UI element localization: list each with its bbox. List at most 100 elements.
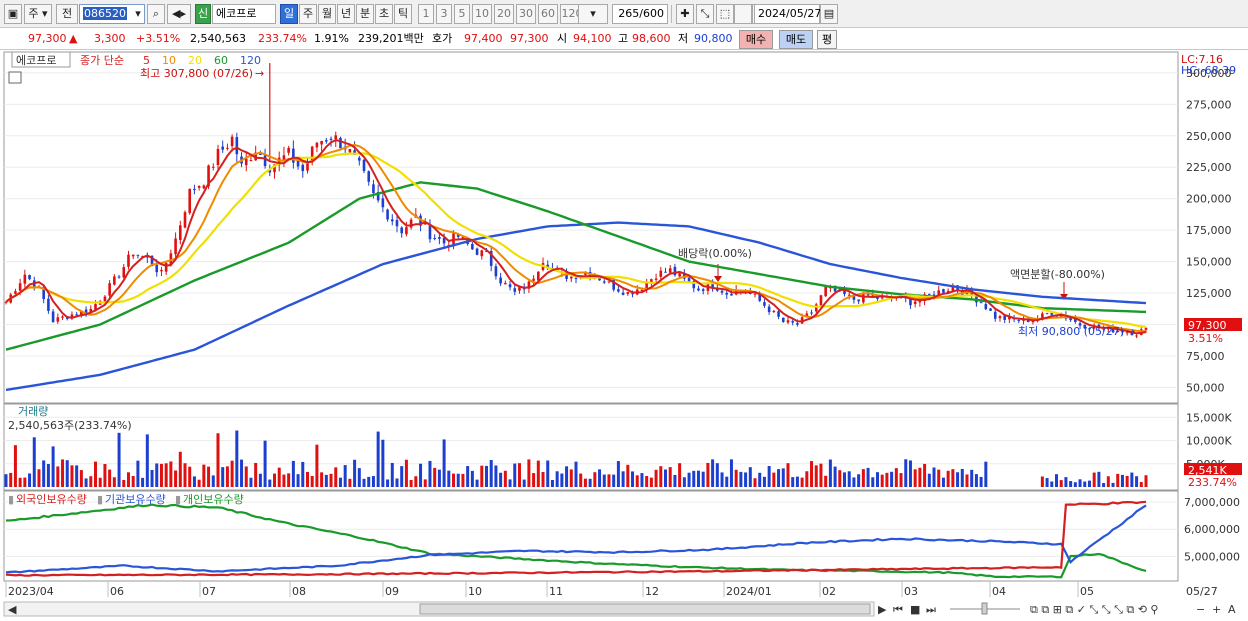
interval-button[interactable]: 10 — [472, 4, 492, 24]
candle-body — [489, 251, 493, 266]
volume-bar — [753, 478, 757, 487]
quote-bar: 97,300 ▲ 3,300 +3.51% 2,540,563 233.74% … — [0, 28, 1248, 50]
volume-last-badge — [1184, 463, 1242, 475]
candle-body — [178, 225, 182, 240]
candle-body — [89, 308, 93, 314]
candle-body — [202, 185, 206, 189]
crosshair-icon[interactable]: ✚ — [676, 4, 694, 24]
buy-button[interactable]: 매수 — [739, 30, 773, 49]
scrollbar-thumb[interactable] — [419, 603, 871, 615]
prev-button[interactable]: 전 — [56, 4, 78, 24]
candle-body — [244, 158, 248, 166]
interval-button[interactable]: 20 — [494, 4, 514, 24]
period-button[interactable]: 년 — [337, 4, 355, 24]
scroll-right-icon[interactable]: ▶ — [878, 603, 887, 616]
volume-bar — [965, 474, 969, 487]
volume-bar — [353, 459, 357, 487]
candle-body — [362, 159, 366, 172]
window-icon[interactable]: ▣ — [4, 4, 22, 24]
calendar-icon[interactable]: ▤ — [820, 4, 838, 24]
interval-button[interactable]: 5 — [454, 4, 470, 24]
volume-bar — [61, 459, 65, 487]
volume-bar — [282, 474, 286, 487]
period-button[interactable]: 틱 — [394, 4, 412, 24]
market-select[interactable]: 주 ▾ — [24, 4, 52, 24]
zoom-handle[interactable] — [981, 602, 988, 615]
volume-ratio: 233.74% — [258, 32, 307, 45]
stock-name-field[interactable]: 에코프로 — [212, 4, 276, 24]
period-button[interactable]: 주 — [299, 4, 317, 24]
volume-bar — [918, 467, 922, 487]
auto-scale-icon[interactable]: A — [1228, 603, 1236, 616]
candle-body — [287, 147, 290, 153]
candle-body — [1017, 319, 1021, 321]
count-field[interactable]: 265/600 — [612, 4, 668, 24]
holding-legend-marker: ▮ — [175, 493, 181, 506]
stock-chart[interactable]: 300,000 275,000 250,000 225,000 200,000 175,0… — [0, 50, 1248, 621]
zoom-in-icon[interactable]: + — [1212, 603, 1221, 616]
candle-body — [975, 294, 978, 303]
candle-body — [127, 254, 130, 267]
volume-bar — [739, 471, 743, 487]
period-button[interactable]: 일 — [280, 4, 298, 24]
search-icon[interactable]: ⌕ — [147, 4, 165, 24]
chart-type-icon[interactable]: ⬚ — [716, 4, 734, 24]
candle-body — [348, 149, 352, 153]
volume-bar — [960, 468, 964, 487]
volume-bar — [1050, 481, 1054, 487]
table-icon[interactable] — [8, 71, 22, 84]
period-button[interactable]: 분 — [356, 4, 374, 24]
date-field[interactable]: 2024/05/27 — [754, 4, 821, 24]
toolset-icons[interactable]: ⧉ ⧉ ⊞ ⧉ ✓ ⤡ ⤡ ⤡ ⧉ ⟲ ⚲ — [1030, 603, 1159, 616]
speaker-icon[interactable]: ◀▸ — [167, 4, 191, 24]
volume-bar — [517, 463, 521, 487]
volume-bar — [777, 469, 781, 487]
stop-icon[interactable]: ■ — [910, 603, 920, 616]
interval-dropdown[interactable]: ▾ — [578, 4, 608, 24]
volume-bar — [1120, 474, 1124, 487]
volume-bar — [221, 467, 225, 487]
volume-bar — [791, 477, 795, 487]
volume-bar — [164, 463, 168, 487]
candle-body — [725, 292, 729, 295]
volume-bar — [612, 474, 616, 487]
candle-body — [438, 237, 441, 239]
interval-button[interactable]: 30 — [516, 4, 536, 24]
rewind-icon[interactable]: ⏮ — [893, 603, 903, 616]
volume-bar — [357, 468, 361, 487]
volume-bar — [263, 440, 267, 487]
code-input[interactable]: 086520 — [79, 4, 145, 24]
volume-bar — [725, 476, 729, 487]
volume-bar — [461, 473, 465, 487]
forward-icon[interactable]: ⏭ — [926, 603, 936, 616]
volume-bar — [145, 434, 149, 487]
volume-bar — [1073, 482, 1077, 487]
interval-button[interactable]: 1 — [418, 4, 434, 24]
y-tick-label: 150,000 — [1186, 256, 1232, 269]
period-button[interactable]: 초 — [375, 4, 393, 24]
volume-bar — [42, 460, 46, 487]
volume-bar — [621, 471, 625, 487]
sell-button[interactable]: 매도 — [779, 30, 813, 49]
chevron-down-icon[interactable]: ▾ — [135, 7, 141, 20]
volume-bar — [338, 477, 342, 487]
volume-bar — [720, 472, 724, 487]
candle-body — [136, 254, 140, 256]
average-button[interactable]: 평 — [817, 30, 837, 49]
volume-value: 2,540,563주(233.74%) — [8, 419, 132, 432]
zoom-out-icon[interactable]: − — [1196, 603, 1205, 616]
candle-body — [235, 137, 239, 155]
scroll-left-icon[interactable]: ◀ — [8, 603, 17, 616]
volume-bar — [861, 469, 865, 487]
interval-button[interactable]: 60 — [538, 4, 558, 24]
candle-body — [419, 215, 422, 226]
candle-body — [508, 284, 512, 288]
draw-tool-icon[interactable]: ⤡ — [696, 4, 714, 24]
volume-bar — [18, 477, 22, 487]
period-button[interactable]: 월 — [318, 4, 336, 24]
save-icon-2 — [734, 4, 752, 24]
volume-bar — [824, 475, 828, 487]
volume-bar — [1125, 475, 1129, 487]
volume-panel[interactable] — [3, 403, 1179, 491]
interval-button[interactable]: 3 — [436, 4, 452, 24]
